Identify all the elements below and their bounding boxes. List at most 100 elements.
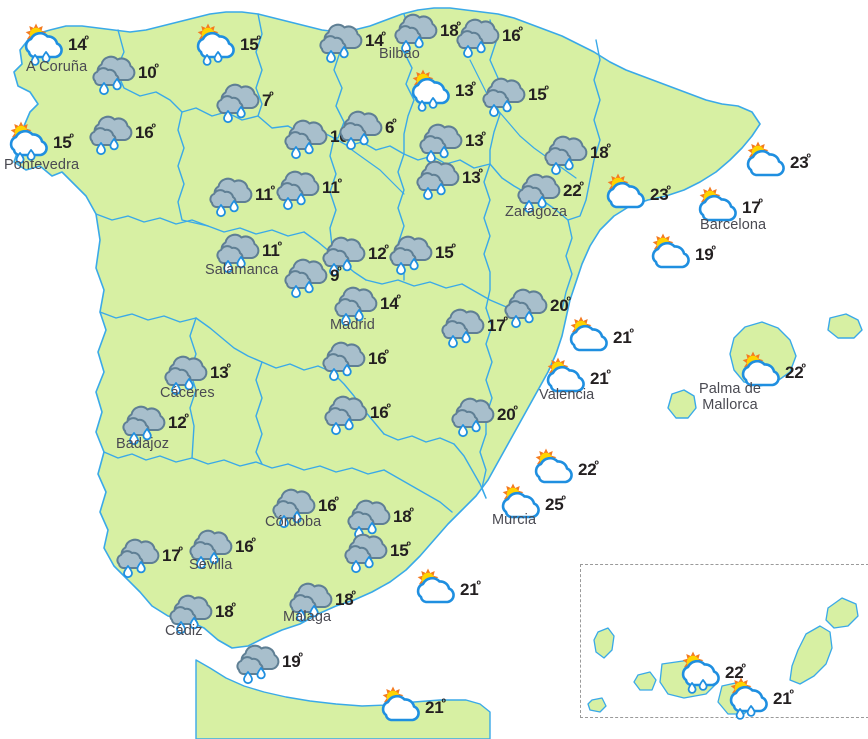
rain-cloud-icon	[212, 78, 264, 124]
weather-station-albacete[interactable]: 20 º	[447, 392, 518, 438]
sun-cloud-icon	[740, 140, 792, 184]
weather-station-palma[interactable]: 22 º	[735, 350, 806, 394]
weather-station-santander[interactable]: 14 º	[315, 18, 386, 64]
rain-cloud-icon	[318, 336, 370, 382]
temperature-value: 18	[215, 601, 234, 621]
weather-station-castellon[interactable]: 21 º	[563, 315, 634, 359]
rain-cloud-icon	[456, 18, 500, 59]
weather-station-badajoz[interactable]: 12 º	[118, 400, 189, 446]
weather-station-lleida[interactable]: 23 º	[600, 172, 671, 216]
degree-symbol: º	[251, 535, 256, 550]
temperature-value: 15	[390, 540, 409, 560]
weather-station-toledo[interactable]: 16 º	[318, 336, 389, 382]
rain-cloud-icon	[416, 160, 460, 201]
rain-cloud-icon	[92, 55, 136, 96]
rain-cloud-icon	[389, 235, 433, 276]
weather-station-pamplona[interactable]: 15 º	[478, 72, 549, 118]
city-label-a-coruna: A Coruña	[26, 59, 88, 75]
temperature-value: 21	[613, 327, 632, 347]
rain-cloud-icon	[412, 155, 464, 201]
temperature-value: 16	[368, 348, 387, 368]
weather-station-almeria[interactable]: 21 º	[410, 567, 481, 611]
weather-station-barcelona[interactable]: 17 º	[692, 185, 763, 229]
weather-station-lugo[interactable]: 10 º	[88, 50, 159, 96]
temperature-value: 13	[462, 167, 481, 187]
weather-station-tenerife[interactable]: 22 º	[675, 650, 746, 694]
temperature-value: 25	[545, 494, 564, 514]
rain-cloud-icon	[185, 524, 237, 570]
weather-station-cordoba[interactable]: 16 º	[268, 483, 339, 529]
weather-station-oviedo[interactable]: 15 º	[190, 22, 261, 66]
temperature-value: 11	[322, 177, 340, 197]
sun-cloud-rain-icon	[729, 677, 768, 720]
weather-station-ciudad-real[interactable]: 16 º	[320, 390, 391, 436]
weather-station-guadalajara[interactable]: 15 º	[385, 230, 456, 276]
rain-cloud-icon	[315, 18, 367, 64]
degree-symbol: º	[386, 401, 391, 416]
weather-station-girona[interactable]: 23 º	[740, 140, 811, 184]
weather-station-teruel[interactable]: 20 º	[500, 283, 571, 329]
temperature-value: 9	[330, 265, 340, 285]
weather-station-las-palmas[interactable]: 21 º	[723, 676, 794, 720]
weather-station-ourense[interactable]: 16 º	[85, 110, 156, 156]
temperature-value: 14	[380, 293, 399, 313]
degree-symbol: º	[231, 600, 236, 615]
weather-station-segovia[interactable]: 12 º	[318, 231, 389, 277]
weather-station-melilla[interactable]: 21 º	[375, 685, 446, 729]
sun-cloud-rain-icon	[723, 676, 775, 720]
weather-station-cadiz[interactable]: 18 º	[165, 589, 236, 635]
weather-station-jaen[interactable]: 18 º	[343, 494, 414, 540]
weather-station-madrid[interactable]: 14 º	[330, 281, 401, 327]
degree-symbol: º	[478, 166, 483, 181]
sun-cloud-icon	[546, 357, 585, 393]
sun-cloud-rain-icon	[18, 22, 70, 66]
weather-station-san-sebastian[interactable]: 16 º	[452, 13, 523, 59]
weather-station-ceuta[interactable]: 19 º	[232, 639, 303, 685]
weather-station-granada[interactable]: 15 º	[340, 528, 411, 574]
rain-cloud-icon	[441, 308, 485, 349]
degree-symbol: º	[409, 505, 414, 520]
rain-cloud-icon	[347, 499, 391, 540]
rain-cloud-icon	[232, 639, 284, 685]
weather-station-cuenca[interactable]: 17 º	[437, 303, 508, 349]
weather-station-malaga[interactable]: 18 º	[285, 577, 356, 623]
weather-station-valladolid[interactable]: 11 º	[272, 165, 342, 211]
temperature-value: 21	[425, 697, 444, 717]
temperature-value: 13	[455, 80, 474, 100]
weather-station-huesca[interactable]: 18 º	[540, 130, 611, 176]
sun-cloud-icon	[735, 350, 787, 394]
city-label-line: Cáceres	[160, 385, 215, 401]
temperature-value: 18	[440, 20, 459, 40]
weather-station-zamora[interactable]: 11 º	[205, 172, 275, 218]
temperature-value: 12	[168, 412, 187, 432]
weather-station-logrono[interactable]: 13 º	[415, 118, 486, 164]
weather-station-valencia[interactable]: 21 º	[540, 356, 611, 400]
city-label-line: Bilbao	[379, 46, 420, 62]
weather-station-alicante[interactable]: 22 º	[528, 447, 599, 491]
weather-station-a-coruna[interactable]: 14 º	[18, 22, 89, 66]
rain-cloud-icon	[385, 230, 437, 276]
weather-station-caceres[interactable]: 13 º	[160, 350, 231, 396]
rain-cloud-icon	[284, 258, 328, 299]
weather-station-sevilla[interactable]: 16 º	[185, 524, 256, 570]
rain-cloud-icon	[209, 177, 253, 218]
weather-station-soria[interactable]: 13 º	[412, 155, 483, 201]
city-label-sevilla: Sevilla	[189, 557, 232, 573]
degree-symbol: º	[476, 578, 481, 593]
degree-symbol: º	[606, 367, 611, 382]
weather-station-murcia[interactable]: 25 º	[495, 482, 566, 526]
weather-station-bilbao-north[interactable]: 18 º	[390, 8, 461, 54]
weather-station-zaragoza[interactable]: 22 º	[513, 168, 584, 214]
weather-station-tarragona[interactable]: 19 º	[645, 232, 716, 276]
weather-station-salamanca[interactable]: 11 º	[212, 228, 282, 274]
rain-cloud-icon	[212, 228, 264, 274]
weather-station-pontevedra[interactable]: 15 º	[3, 120, 74, 164]
city-label-line: A Coruña	[26, 59, 88, 75]
weather-station-huelva[interactable]: 17 º	[112, 533, 183, 579]
weather-station-bilbao[interactable]: 13 º	[405, 68, 476, 112]
rain-cloud-icon	[164, 355, 208, 396]
temperature-value: 22	[563, 180, 582, 200]
